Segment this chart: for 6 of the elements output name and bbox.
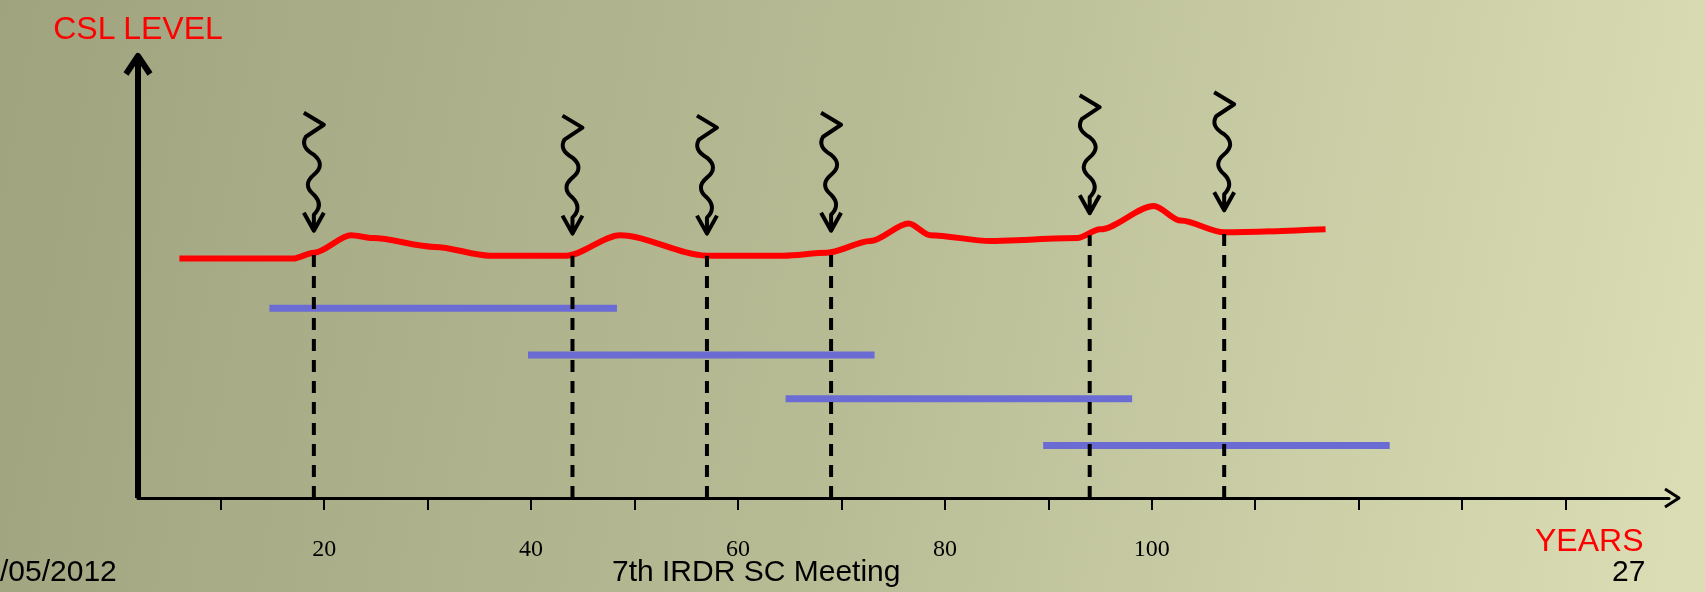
- x-tick-label: 20: [312, 535, 337, 561]
- x-tick-label: 100: [1133, 535, 1170, 561]
- text: /05/2012: [0, 553, 117, 587]
- x-tick-label: 80: [932, 535, 957, 561]
- x-tick-label: 40: [519, 535, 544, 561]
- y-axis-title: CSL LEVEL: [53, 10, 223, 46]
